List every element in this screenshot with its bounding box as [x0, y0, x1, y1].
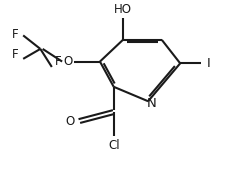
- Text: F: F: [12, 48, 18, 61]
- Text: Cl: Cl: [107, 139, 119, 152]
- Text: F: F: [55, 55, 62, 68]
- Text: HO: HO: [113, 2, 131, 15]
- Text: O: O: [65, 115, 74, 128]
- Text: N: N: [146, 96, 156, 109]
- Text: O: O: [63, 55, 72, 68]
- Text: F: F: [12, 28, 18, 41]
- Text: I: I: [206, 57, 209, 70]
